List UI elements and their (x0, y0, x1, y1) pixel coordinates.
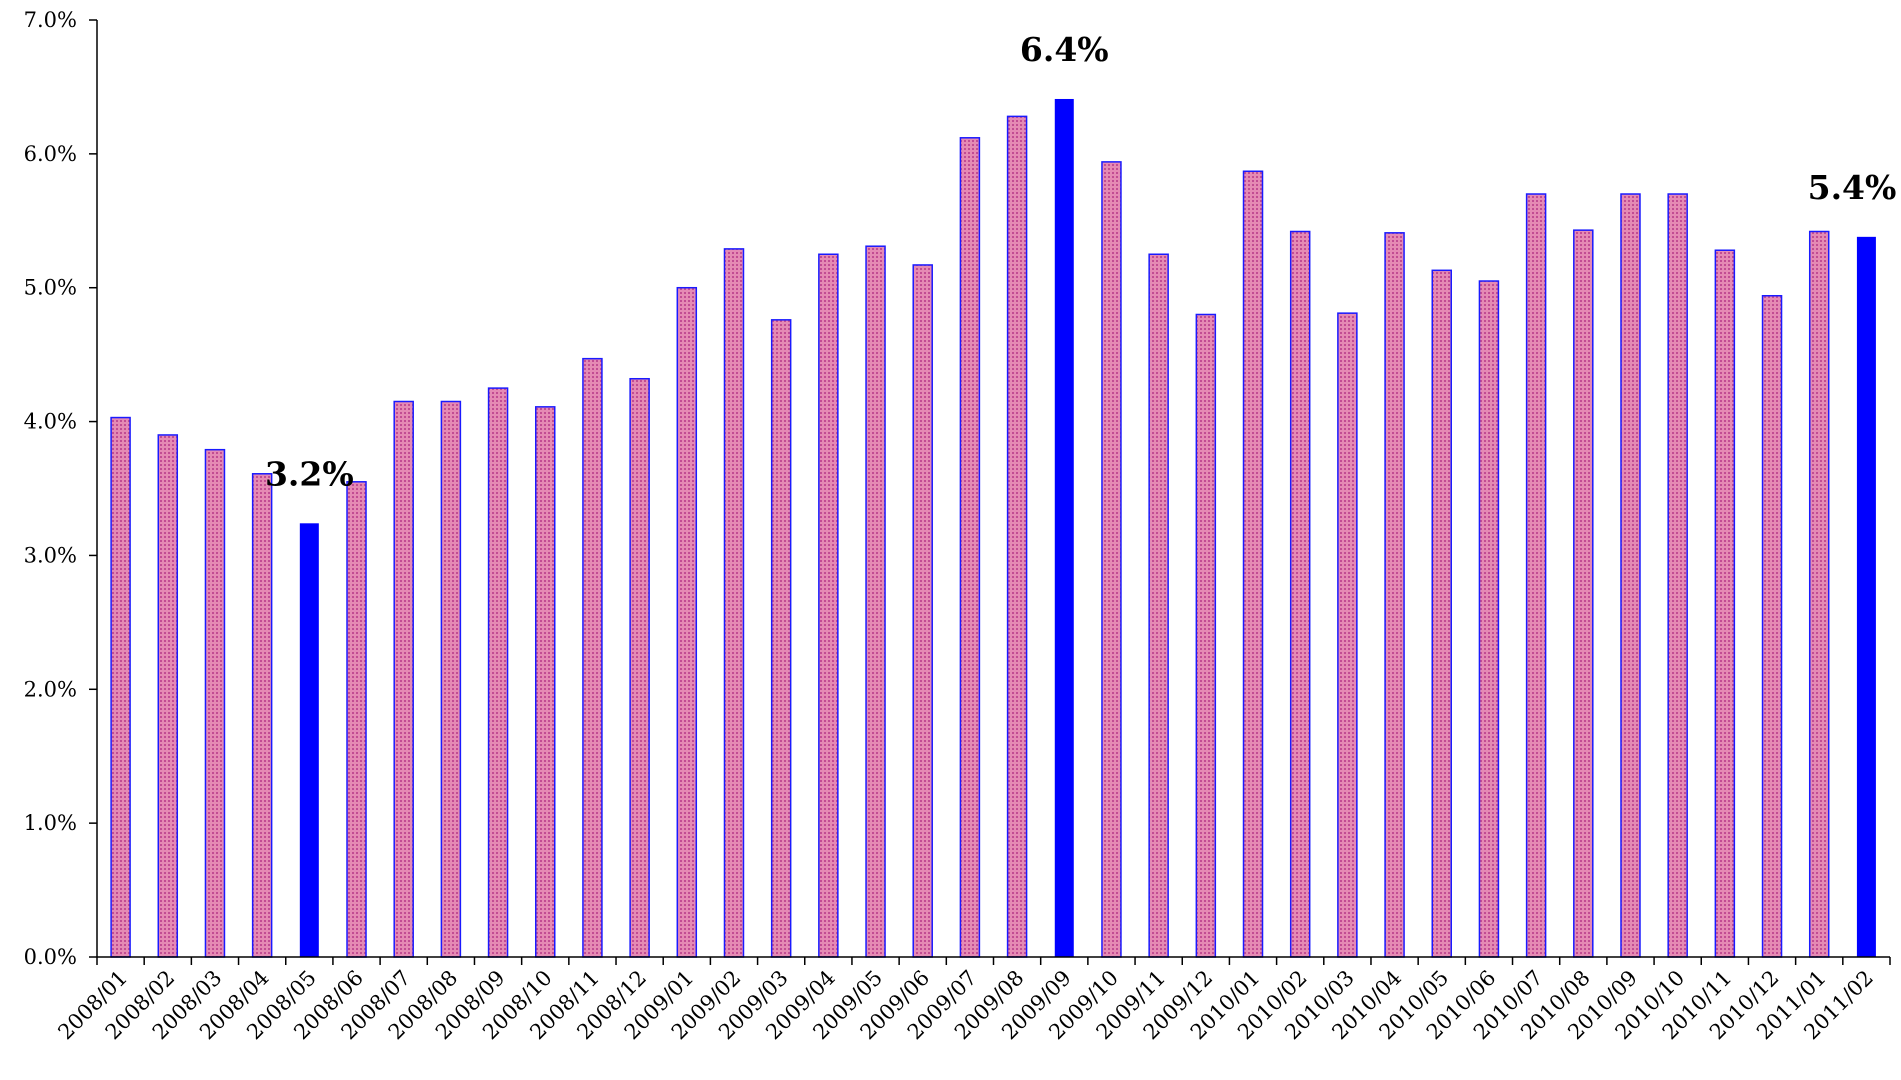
y-tick-label: 5.0% (24, 276, 77, 300)
data-labels: 3.2% 6.4% 5.4% (265, 30, 1896, 493)
bar (157, 434, 179, 958)
bar (1667, 193, 1688, 958)
y-tick-label: 4.0% (24, 410, 77, 434)
bar (251, 473, 273, 958)
bar (959, 137, 981, 958)
bar (1714, 249, 1736, 958)
bar (1337, 312, 1358, 958)
bar (676, 286, 698, 958)
bar (1006, 115, 1028, 958)
bar (1384, 232, 1405, 958)
bar (204, 448, 226, 958)
y-tick-label: 6.0% (24, 142, 77, 166)
bar (346, 481, 367, 958)
bar (1101, 161, 1122, 958)
data-label: 6.4% (1020, 30, 1109, 69)
bar (818, 253, 839, 958)
y-axis: 0.0% 1.0% 2.0% 3.0% 4.0% 5.0% 6.0% 7.0% (24, 8, 98, 969)
bar (1148, 253, 1169, 958)
data-label: 5.4% (1808, 168, 1897, 207)
y-tick-label: 7.0% (24, 8, 77, 32)
bar (487, 387, 509, 958)
x-axis: 2008/012008/022008/032008/042008/052008/… (53, 956, 1891, 1044)
bar (1573, 229, 1594, 958)
bar (770, 319, 792, 958)
bar (1620, 193, 1641, 958)
bar (1195, 313, 1217, 958)
bar (1289, 230, 1311, 958)
y-tick-label: 3.0% (24, 543, 77, 567)
data-label: 3.2% (265, 454, 354, 493)
y-tick-label: 2.0% (24, 677, 77, 701)
bar (912, 264, 933, 958)
bar-highlight (1856, 236, 1876, 957)
bar (723, 248, 745, 958)
bar (535, 406, 556, 958)
bar (1525, 193, 1547, 958)
bars (110, 98, 1876, 958)
bar (629, 377, 650, 958)
bar (1431, 269, 1452, 958)
bar (440, 400, 462, 958)
bar-highlight (299, 523, 319, 957)
bar (110, 416, 131, 958)
bar (1242, 170, 1264, 958)
bar (1478, 280, 1500, 958)
bar (393, 400, 414, 958)
bar (582, 357, 603, 958)
bar (1808, 230, 1830, 958)
y-tick-label: 1.0% (24, 811, 77, 835)
y-tick-label: 0.0% (24, 945, 77, 969)
bar (1761, 294, 1783, 958)
bar (865, 245, 886, 958)
bar-highlight (1054, 98, 1074, 958)
